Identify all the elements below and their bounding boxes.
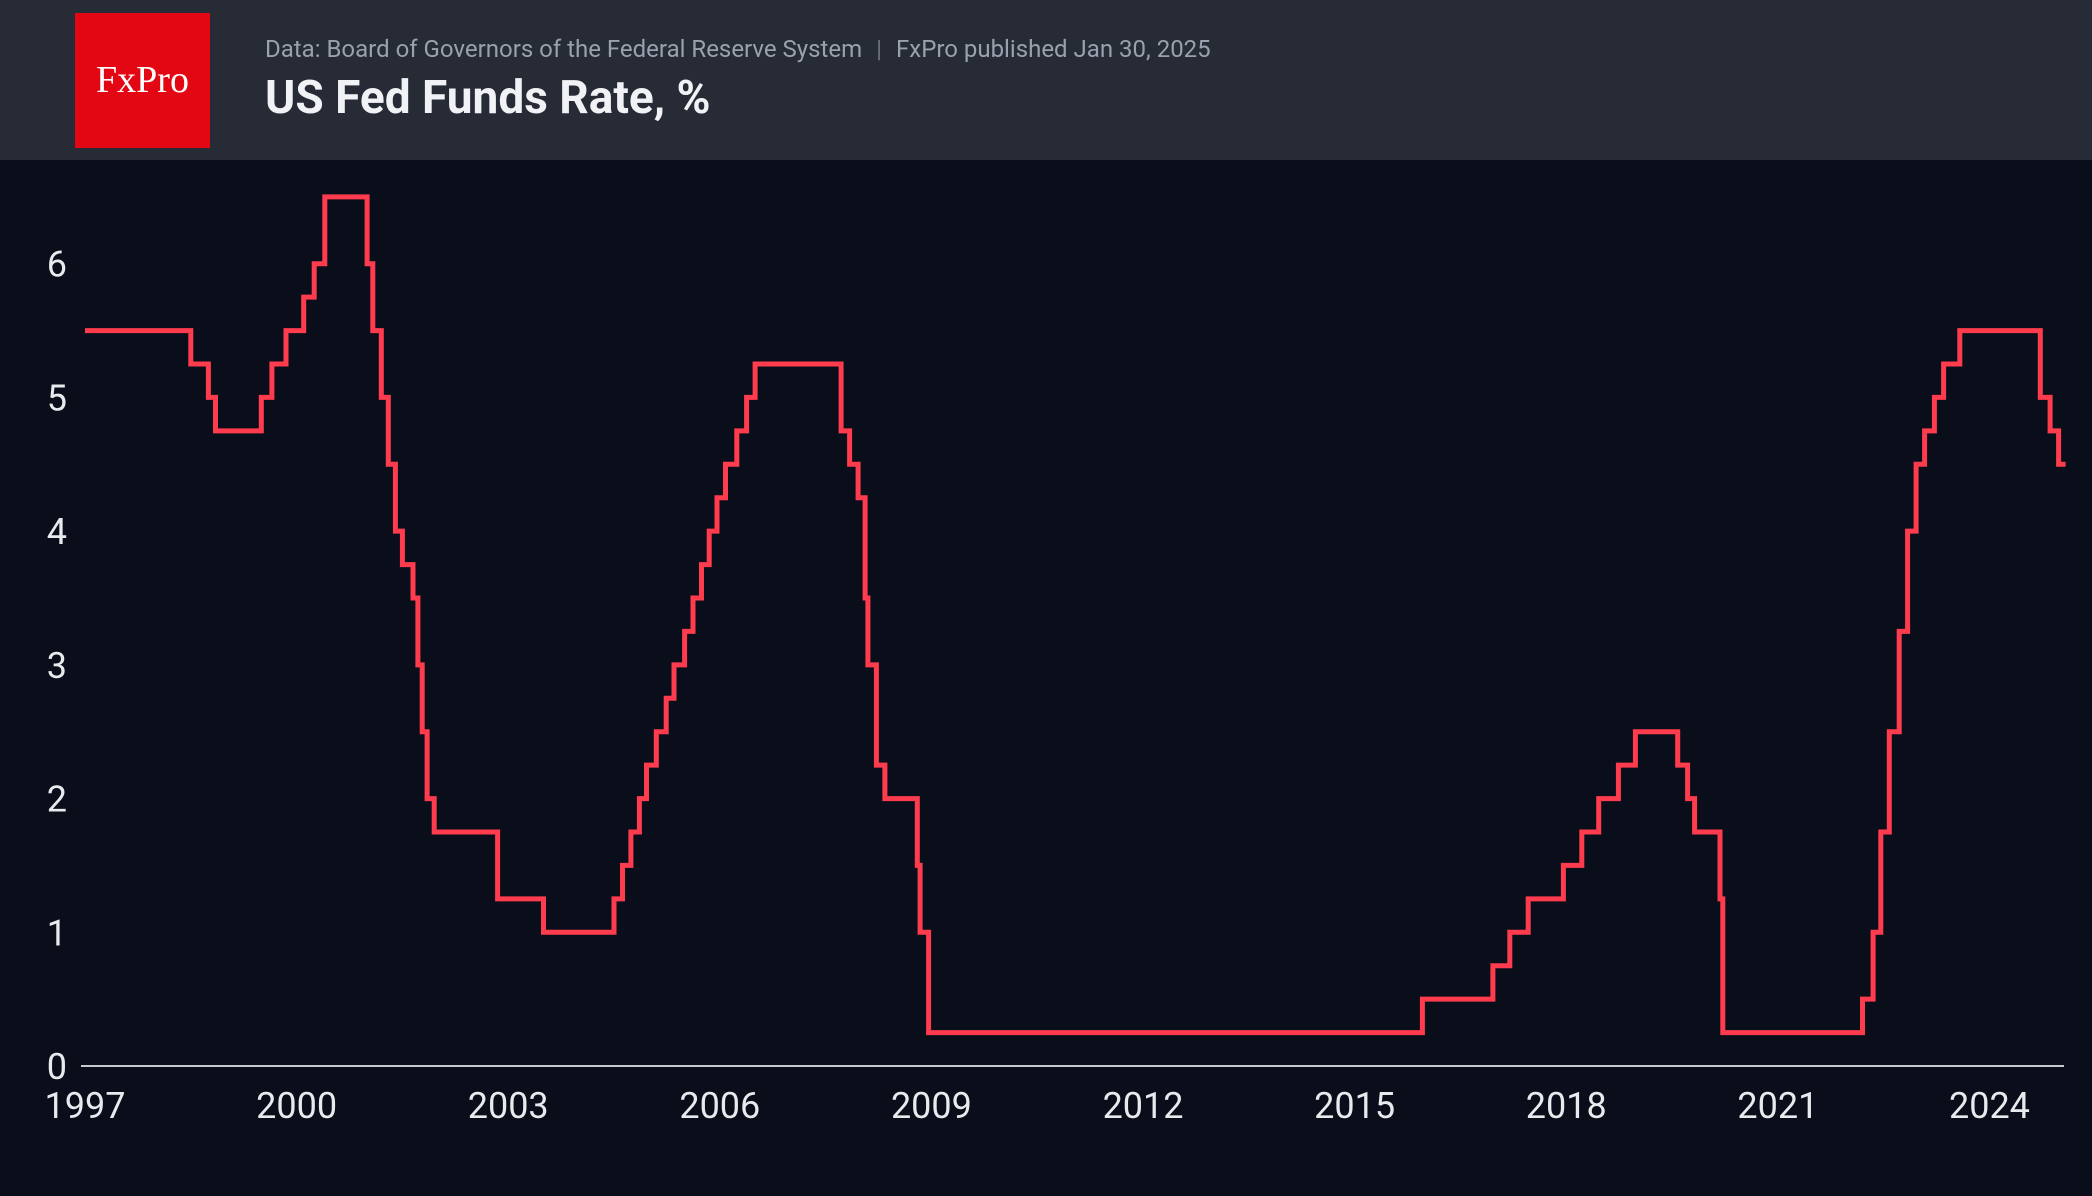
rate-series	[85, 197, 2066, 1033]
x-tick: 2018	[1526, 1085, 1607, 1127]
svg-text:2006: 2006	[679, 1085, 760, 1127]
x-tick: 2003	[468, 1085, 549, 1127]
x-tick: 1997	[45, 1085, 126, 1127]
x-tick: 2006	[679, 1085, 760, 1127]
published-date: FxPro published Jan 30, 2025	[896, 35, 1211, 63]
svg-text:3: 3	[47, 645, 67, 687]
x-tick: 2009	[891, 1085, 972, 1127]
svg-text:2015: 2015	[1314, 1085, 1395, 1127]
svg-text:2009: 2009	[891, 1085, 972, 1127]
svg-text:2000: 2000	[256, 1085, 337, 1127]
brand-logo: FxPro	[75, 13, 210, 148]
svg-text:1: 1	[47, 912, 67, 954]
data-source: Data: Board of Governors of the Federal …	[265, 35, 862, 63]
svg-text:2024: 2024	[1949, 1085, 2030, 1127]
svg-text:1997: 1997	[45, 1085, 126, 1127]
svg-text:0: 0	[47, 1046, 67, 1088]
header-text-block: Data: Board of Governors of the Federal …	[265, 35, 1211, 125]
svg-text:6: 6	[47, 244, 67, 286]
y-tick: 6	[47, 244, 67, 286]
svg-text:2021: 2021	[1737, 1085, 1818, 1127]
y-tick: 5	[47, 377, 67, 419]
svg-text:2018: 2018	[1526, 1085, 1607, 1127]
brand-logo-text: FxPro	[96, 58, 189, 102]
x-tick: 2024	[1949, 1085, 2030, 1127]
x-tick: 2021	[1737, 1085, 1818, 1127]
y-tick: 4	[47, 511, 67, 553]
x-tick: 2012	[1103, 1085, 1184, 1127]
x-tick: 2000	[256, 1085, 337, 1127]
chart-area: 0123456719972000200320062009201220152018…	[0, 160, 2092, 1196]
svg-text:2: 2	[47, 779, 67, 821]
svg-text:2003: 2003	[468, 1085, 549, 1127]
svg-text:4: 4	[47, 511, 67, 553]
source-separator: |	[876, 35, 882, 63]
svg-text:5: 5	[47, 377, 67, 419]
x-tick: 2015	[1314, 1085, 1395, 1127]
chart-title: US Fed Funds Rate, %	[265, 71, 1211, 125]
y-tick: 2	[47, 779, 67, 821]
source-line: Data: Board of Governors of the Federal …	[265, 35, 1211, 63]
chart-header: FxPro Data: Board of Governors of the Fe…	[0, 0, 2092, 160]
chart-svg: 0123456719972000200320062009201220152018…	[0, 160, 2092, 1196]
svg-text:2012: 2012	[1103, 1085, 1184, 1127]
y-tick: 1	[47, 912, 67, 954]
y-tick: 3	[47, 645, 67, 687]
y-tick: 0	[47, 1046, 67, 1088]
